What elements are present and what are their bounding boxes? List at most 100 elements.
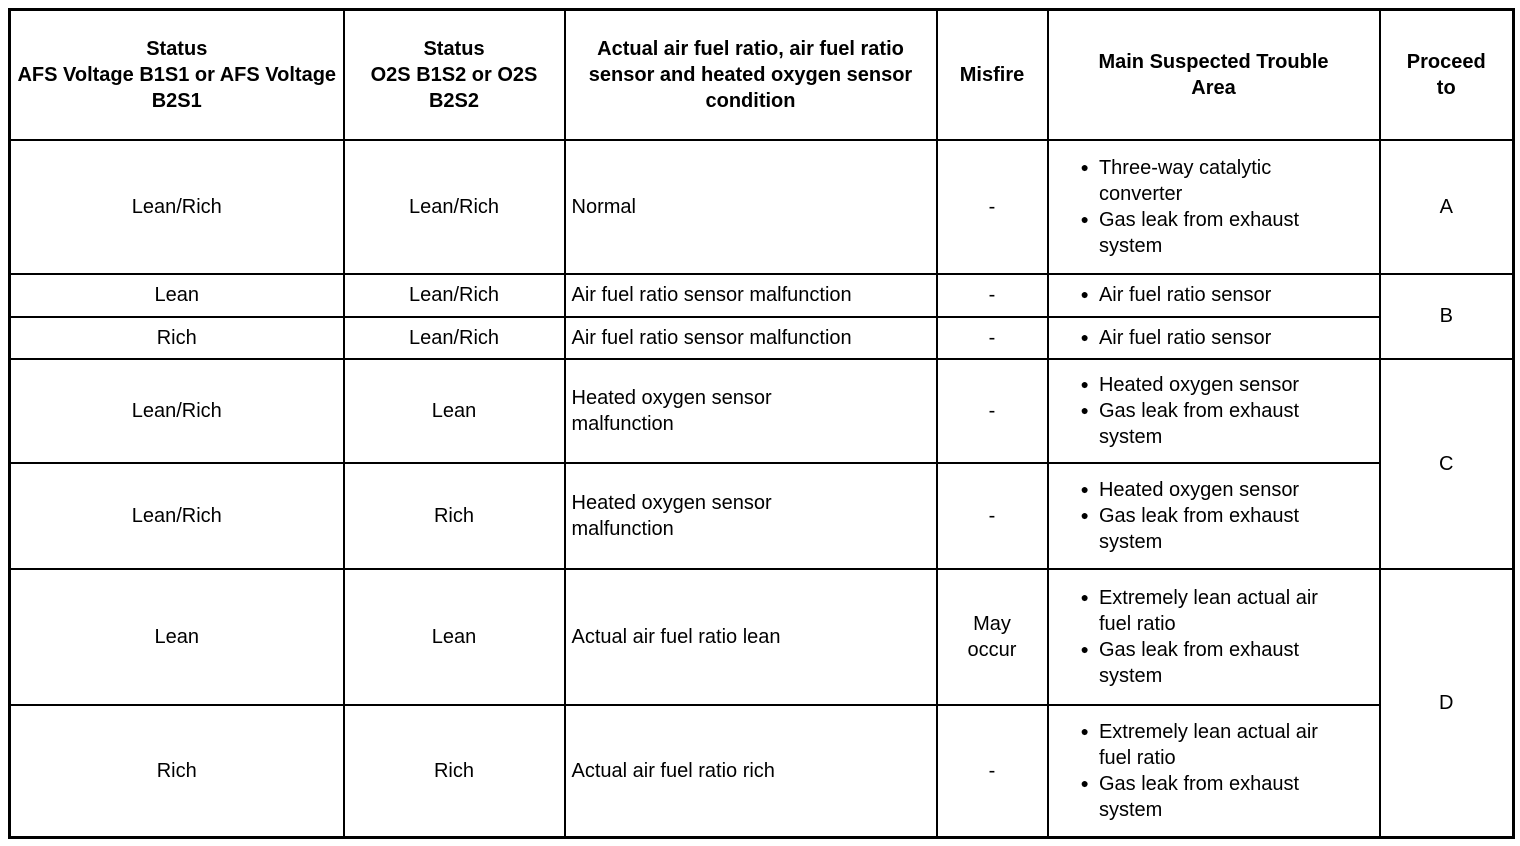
bullet-icon: ● (1080, 588, 1089, 605)
afs-status-cell: Lean/Rich (8, 357, 345, 464)
header-condition: Actual air fuel ratio, air fuel ratio se… (563, 8, 938, 141)
o2s-status-cell: Lean (342, 357, 566, 464)
afs-status-cell: Lean (8, 567, 345, 706)
bullet-icon: ● (1080, 774, 1089, 791)
afs-status-cell: Lean/Rich (8, 461, 345, 570)
proceed-to-cell: A (1378, 138, 1515, 275)
header-afs-status-subtitle: AFS Voltage B1S1 or AFS Voltage B2S1 (17, 63, 337, 112)
trouble-area-cell: ● Air fuel ratio sensor (1046, 272, 1381, 318)
trouble-area-list: ● Extremely lean actual air fuel ratio ●… (1055, 585, 1373, 689)
trouble-area-list: ● Air fuel ratio sensor (1055, 282, 1373, 308)
header-misfire: Misfire (935, 8, 1049, 141)
trouble-area-item: ● Gas leak from exhaust system (1081, 771, 1373, 823)
trouble-area-item: ● Three-way catalytic converter (1081, 155, 1373, 207)
trouble-area-item: ● Gas leak from exhaust system (1081, 398, 1373, 450)
trouble-area-text: Extremely lean actual air fuel ratio (1098, 720, 1318, 769)
header-afs-status-title: Status (146, 37, 208, 60)
trouble-area-cell: ● Three-way catalytic converter ● Gas le… (1046, 138, 1381, 275)
misfire-cell: May occur (935, 567, 1049, 706)
trouble-area-text: Gas leak from exhaust system (1098, 208, 1300, 257)
afs-status-cell: Lean (8, 272, 345, 318)
misfire-cell: - (935, 138, 1049, 275)
bullet-icon: ● (1080, 210, 1089, 227)
trouble-area-list: ● Extremely lean actual air fuel ratio ●… (1055, 719, 1373, 823)
condition-cell: Heated oxygen sensor malfunction (563, 461, 938, 570)
bullet-icon: ● (1080, 375, 1089, 392)
trouble-area-text: Heated oxygen sensor (1098, 373, 1300, 396)
misfire-cell: - (935, 703, 1049, 839)
o2s-status-cell: Rich (342, 461, 566, 570)
trouble-area-cell: ● Air fuel ratio sensor (1046, 315, 1381, 360)
o2s-status-cell: Lean/Rich (342, 272, 566, 318)
trouble-area-item: ● Air fuel ratio sensor (1081, 325, 1373, 351)
bullet-icon: ● (1080, 640, 1089, 657)
condition-cell: Air fuel ratio sensor malfunction (563, 272, 938, 318)
trouble-area-item: ● Extremely lean actual air fuel ratio (1081, 585, 1373, 637)
trouble-area-item: ● Air fuel ratio sensor (1081, 282, 1373, 308)
diagnostic-table: Status AFS Voltage B1S1 or AFS Voltage B… (8, 8, 1515, 839)
o2s-status-cell: Lean/Rich (342, 315, 566, 360)
afs-status-cell: Rich (8, 315, 345, 360)
bullet-icon: ● (1080, 506, 1089, 523)
header-o2s-status-subtitle: O2S B1S2 or O2S B2S2 (370, 63, 538, 112)
trouble-area-cell: ● Extremely lean actual air fuel ratio ●… (1046, 703, 1381, 839)
condition-cell: Actual air fuel ratio rich (563, 703, 938, 839)
trouble-area-text: Gas leak from exhaust system (1098, 772, 1300, 821)
trouble-area-item: ● Heated oxygen sensor (1081, 477, 1373, 503)
table-row: Lean Lean Actual air fuel ratio lean May… (8, 567, 1515, 839)
o2s-status-cell: Lean/Rich (342, 138, 566, 275)
trouble-area-text: Air fuel ratio sensor (1098, 284, 1272, 306)
misfire-cell: - (935, 461, 1049, 570)
header-o2s-status: Status O2S B1S2 or O2S B2S2 (342, 8, 566, 141)
o2s-status-cell: Lean (342, 567, 566, 706)
trouble-area-item: ● Extremely lean actual air fuel ratio (1081, 719, 1373, 771)
proceed-to-cell: D (1378, 567, 1515, 839)
trouble-area-text: Air fuel ratio sensor (1098, 326, 1272, 349)
table-row: Lean Lean/Rich Air fuel ratio sensor mal… (8, 272, 1515, 360)
trouble-area-cell: ● Heated oxygen sensor ● Gas leak from e… (1046, 357, 1381, 464)
misfire-cell: - (935, 272, 1049, 318)
bullet-icon: ● (1080, 328, 1089, 345)
header-misfire-label: Misfire (959, 63, 1025, 86)
trouble-area-cell: ● Extremely lean actual air fuel ratio ●… (1046, 567, 1381, 706)
condition-text: Heated oxygen sensor malfunction (571, 491, 772, 540)
afs-status-cell: Lean/Rich (8, 138, 345, 275)
condition-cell: Air fuel ratio sensor malfunction (563, 315, 938, 360)
trouble-area-item: ● Gas leak from exhaust system (1081, 503, 1373, 555)
header-proceed-to: Proceed to (1378, 8, 1515, 141)
trouble-area-text: Three-way catalytic converter (1098, 156, 1272, 205)
misfire-cell: - (935, 357, 1049, 464)
trouble-area-cell: ● Heated oxygen sensor ● Gas leak from e… (1046, 461, 1381, 570)
condition-cell: Normal (563, 138, 938, 275)
condition-cell: Actual air fuel ratio lean (563, 567, 938, 706)
bullet-icon: ● (1080, 480, 1089, 497)
trouble-area-item: ● Gas leak from exhaust system (1081, 637, 1373, 689)
trouble-area-item: ● Gas leak from exhaust system (1081, 207, 1373, 259)
header-proceed-to-label: Proceed to (1406, 50, 1486, 99)
misfire-cell: - (935, 315, 1049, 360)
proceed-to-cell: C (1378, 357, 1515, 570)
trouble-area-list: ● Three-way catalytic converter ● Gas le… (1055, 155, 1373, 259)
trouble-area-item: ● Heated oxygen sensor (1081, 372, 1373, 398)
trouble-area-list: ● Air fuel ratio sensor (1055, 325, 1373, 351)
trouble-area-list: ● Heated oxygen sensor ● Gas leak from e… (1055, 372, 1373, 450)
condition-cell: Heated oxygen sensor malfunction (563, 357, 938, 464)
trouble-area-text: Heated oxygen sensor (1098, 478, 1300, 501)
trouble-area-text: Extremely lean actual air fuel ratio (1098, 586, 1318, 635)
condition-text: Heated oxygen sensor malfunction (571, 386, 772, 435)
bullet-icon: ● (1080, 286, 1089, 302)
header-trouble-area: Main Suspected Trouble Area (1046, 8, 1381, 141)
trouble-area-list: ● Heated oxygen sensor ● Gas leak from e… (1055, 477, 1373, 555)
afs-status-cell: Rich (8, 703, 345, 839)
table-row: Rich Rich Actual air fuel ratio rich - ●… (8, 703, 1514, 839)
trouble-area-text: Gas leak from exhaust system (1098, 638, 1300, 687)
misfire-text: May occur (967, 612, 1017, 661)
table-row: Lean/Rich Lean Heated oxygen sensor malf… (8, 357, 1515, 570)
table-row: Rich Lean/Rich Air fuel ratio sensor mal… (8, 315, 1514, 360)
bullet-icon: ● (1080, 722, 1089, 739)
header-o2s-status-title: Status (423, 37, 485, 60)
header-condition-label: Actual air fuel ratio, air fuel ratio se… (588, 37, 913, 112)
o2s-status-cell: Rich (342, 703, 566, 839)
table-row: Lean/Rich Lean/Rich Normal - ● Three-way… (8, 138, 1515, 275)
